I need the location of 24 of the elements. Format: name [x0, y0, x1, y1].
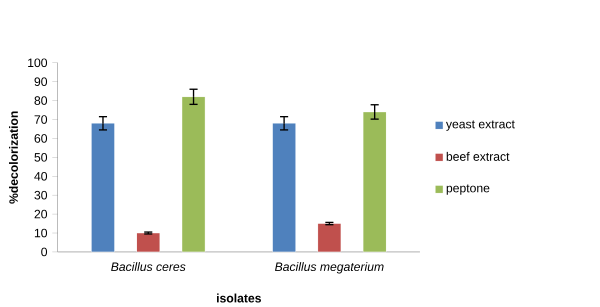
- y-tick-label: 30: [34, 190, 48, 200]
- y-tick-label: 100: [28, 58, 48, 68]
- bar: [362, 112, 386, 252]
- legend-label: yeast extract: [446, 120, 515, 131]
- y-tick-label: 70: [34, 115, 48, 124]
- y-tick-label: 0: [41, 248, 48, 256]
- bar: [272, 123, 296, 252]
- y-tick-label: 10: [34, 228, 48, 238]
- bar: [318, 223, 342, 252]
- y-tick-label: 50: [34, 153, 48, 162]
- x-tick-label: Bacillus megaterium: [274, 262, 384, 274]
- y-tick-label: 80: [34, 96, 48, 105]
- legend-label: peptone: [446, 184, 490, 195]
- y-tick-label: 20: [34, 210, 48, 218]
- y-axis-title: %decolorization: [8, 111, 18, 204]
- y-tick-label: 60: [34, 134, 48, 143]
- bar: [182, 96, 206, 252]
- x-tick-label: Bacillus ceres: [111, 262, 186, 272]
- bar: [91, 123, 115, 252]
- legend-label: beef extract: [446, 152, 510, 161]
- bar: [136, 232, 160, 252]
- x-axis-title: isolates: [217, 294, 261, 302]
- y-tick-label: 90: [34, 77, 48, 86]
- y-tick-label: 40: [34, 172, 48, 181]
